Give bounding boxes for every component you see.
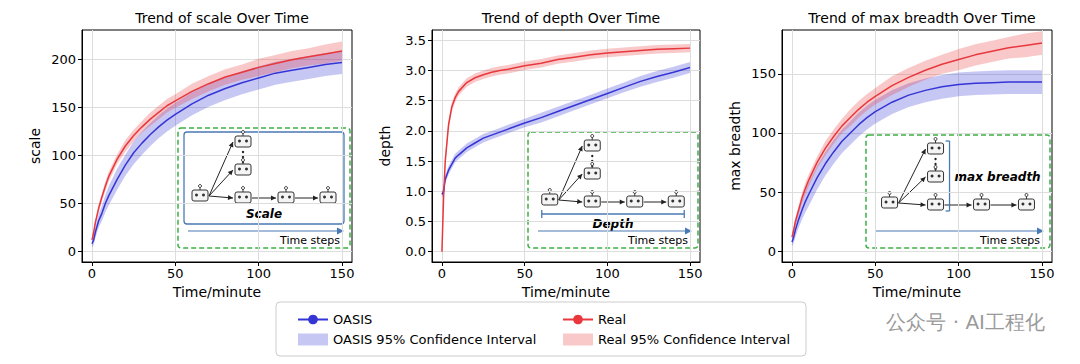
svg-text:Time steps: Time steps <box>627 234 688 247</box>
svg-text:100: 100 <box>246 266 271 281</box>
svg-text:Trend of scale Over Time: Trend of scale Over Time <box>134 10 309 26</box>
svg-text:OASIS: OASIS <box>333 312 372 327</box>
svg-text:OASIS 95% Confidence Interval: OASIS 95% Confidence Interval <box>333 332 536 347</box>
svg-text:100: 100 <box>751 125 776 140</box>
svg-text:0.0: 0.0 <box>405 244 426 259</box>
svg-text:50: 50 <box>759 185 776 200</box>
svg-text:Trend of max breadth Over Time: Trend of max breadth Over Time <box>807 10 1035 26</box>
svg-text:Depth: Depth <box>593 217 634 231</box>
svg-text:Time/minute: Time/minute <box>872 284 961 300</box>
svg-text:Scale: Scale <box>246 207 282 221</box>
svg-text:150: 150 <box>751 66 776 81</box>
svg-text:1.0: 1.0 <box>405 184 426 199</box>
svg-text:Real 95% Confidence Interval: Real 95% Confidence Interval <box>598 332 790 347</box>
svg-text:Time steps: Time steps <box>979 234 1040 247</box>
svg-text:3.0: 3.0 <box>405 63 426 78</box>
svg-text:公众号 · AI工程化: 公众号 · AI工程化 <box>886 310 1045 334</box>
svg-text:max breadth: max breadth <box>955 170 1041 184</box>
svg-text:depth: depth <box>377 126 393 167</box>
svg-text:Real: Real <box>598 312 626 327</box>
svg-text:max breadth: max breadth <box>727 101 743 191</box>
svg-text:2.5: 2.5 <box>405 93 426 108</box>
svg-text:100: 100 <box>946 266 971 281</box>
svg-text:100: 100 <box>51 148 76 163</box>
svg-text:100: 100 <box>595 266 620 281</box>
svg-text:150: 150 <box>1030 266 1055 281</box>
svg-text:150: 150 <box>330 266 355 281</box>
svg-text:50: 50 <box>167 266 184 281</box>
svg-text:1.5: 1.5 <box>405 154 426 169</box>
svg-text:200: 200 <box>51 52 76 67</box>
svg-text:50: 50 <box>867 266 884 281</box>
svg-text:Time/minute: Time/minute <box>172 284 261 300</box>
svg-text:0: 0 <box>88 266 96 281</box>
svg-text:150: 150 <box>678 266 703 281</box>
svg-text:150: 150 <box>51 100 76 115</box>
svg-text:Time steps: Time steps <box>279 234 340 247</box>
svg-text:0.5: 0.5 <box>405 214 426 229</box>
svg-text:Trend of depth Over Time: Trend of depth Over Time <box>481 10 660 26</box>
svg-text:0: 0 <box>768 244 776 259</box>
svg-text:Time/minute: Time/minute <box>521 284 610 300</box>
svg-text:0: 0 <box>438 266 446 281</box>
svg-text:3.5: 3.5 <box>405 33 426 48</box>
svg-text:50: 50 <box>516 266 533 281</box>
svg-text:50: 50 <box>59 196 76 211</box>
svg-text:0: 0 <box>68 244 76 259</box>
svg-text:2.0: 2.0 <box>405 123 426 138</box>
svg-text:scale: scale <box>27 128 43 164</box>
svg-text:0: 0 <box>788 266 796 281</box>
